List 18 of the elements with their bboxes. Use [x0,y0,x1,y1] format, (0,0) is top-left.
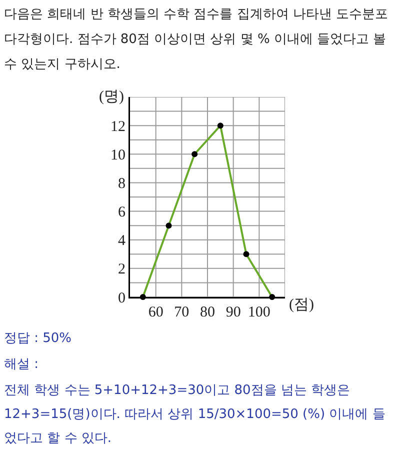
y-tick-label: 12 [110,118,126,135]
y-tick-label: 8 [118,176,126,192]
y-axis-title: (명) [99,89,124,105]
x-tick-label: 80 [200,304,215,320]
text: 해설 : [4,356,40,374]
y-tick-label: 10 [110,147,126,164]
y-tick-label: 4 [118,233,126,250]
chart-title: 다음은 희태네 반 학생들의 수학 점수를 집계하여 나타낸 도수분포다각형이다. 점수가 80점 이상이면 상위 몇 % 이내에 들었다고 볼 수 있는지 구하시오. [3,6,390,74]
text: 정답 : 50% [4,330,73,348]
x-tick-label: 90 [226,304,241,320]
y-tick-label: 6 [118,204,126,221]
x-tick-label: 70 [174,304,190,320]
text: 전체 학생 수는 5+10+12+3=30이고 80점을 넘는 학생은 12+3=15(명)이다. 따라서 상위 15/30×100=50 (%) 이내에 들었다고 할 수 있다. [4,382,386,448]
x-axis-title: (점) [289,297,314,313]
y-tick-label: 0 [118,290,126,306]
y-tick-label: 2 [118,262,126,278]
x-tick-label: 60 [148,304,164,320]
x-tick-label: 100 [248,304,270,320]
